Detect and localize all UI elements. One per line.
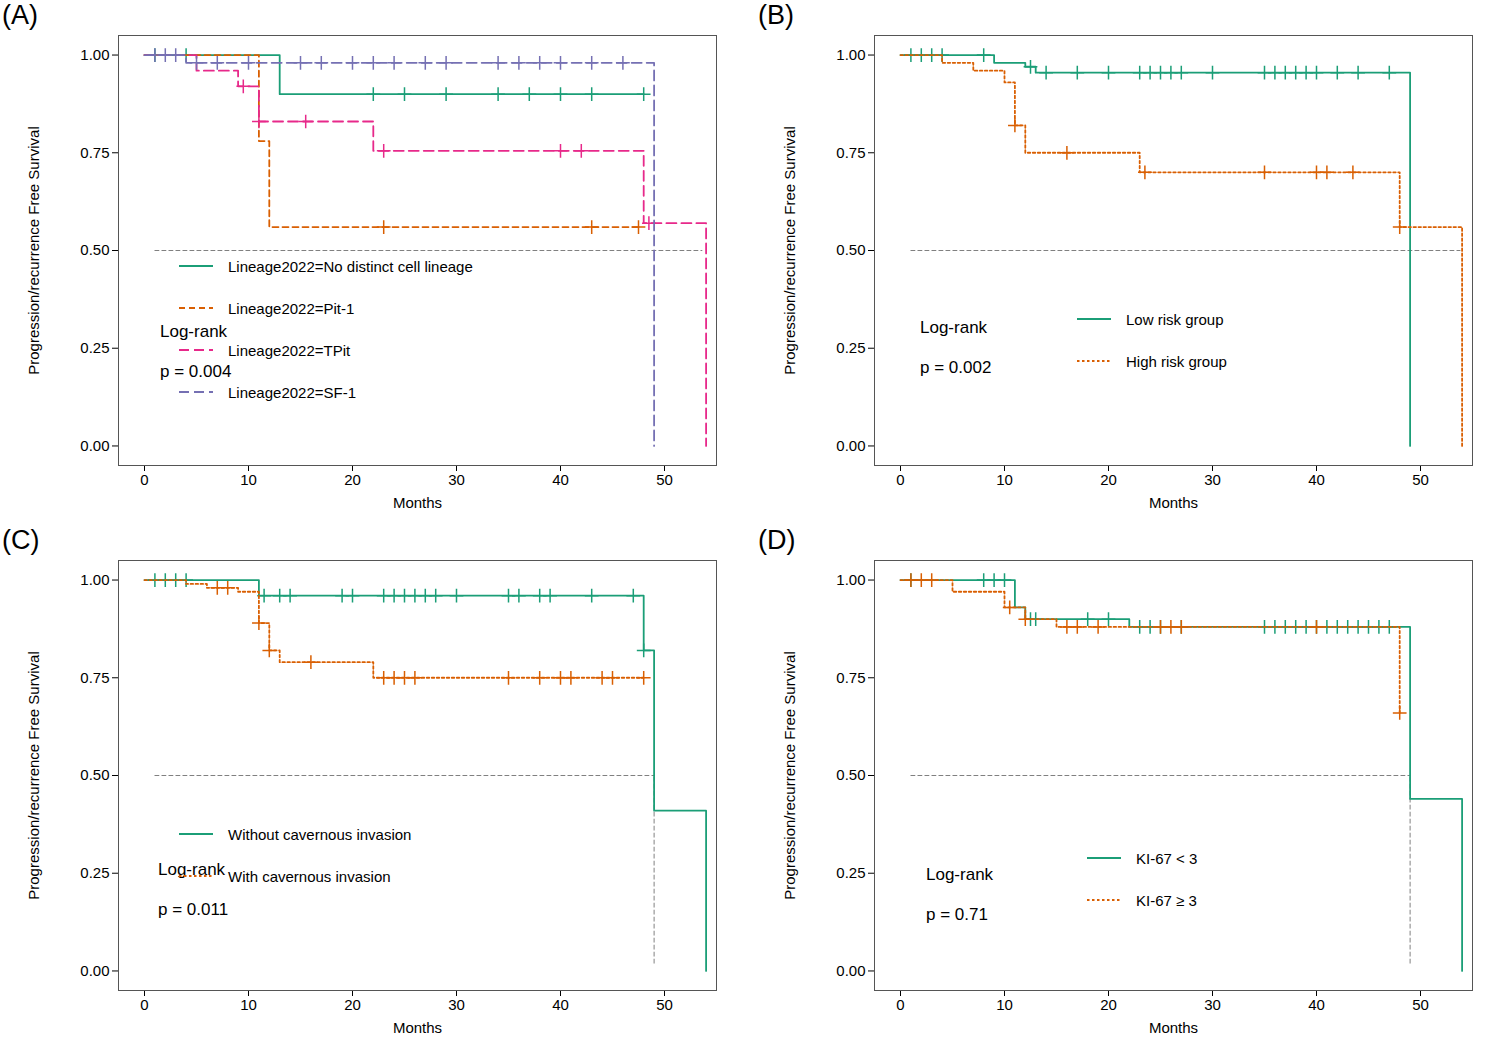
svg-text:40: 40 [552,471,569,488]
html-text:(A): (A) [2,0,38,30]
html-text:Log-rank: Log-rank [158,860,226,879]
svg-text:Months: Months [393,494,442,511]
html-text:Without cavernous invasion: Without cavernous invasion [228,825,412,843]
svg-text:50: 50 [656,996,673,1013]
svg-text:Progression/recurrence Free Su: Progression/recurrence Free Survival [781,126,798,374]
svg-text:Progression/recurrence Free Su: Progression/recurrence Free Survival [781,651,798,899]
svg-text:20: 20 [1100,996,1117,1013]
svg-text:20: 20 [344,471,361,488]
html-text:KI-67 < 3: KI-67 < 3 [1136,849,1198,867]
svg-text:0.75: 0.75 [836,144,865,161]
html-text:p = 0.011: p = 0.011 [158,900,229,919]
svg-text:0.75: 0.75 [836,669,865,686]
svg-text:20: 20 [344,996,361,1013]
svg-text:Progression/recurrence Free Su: Progression/recurrence Free Survival [25,651,42,899]
svg-text:50: 50 [656,471,673,488]
svg-text:10: 10 [996,996,1013,1013]
svg-text:1.00: 1.00 [836,46,865,63]
svg-text:0.75: 0.75 [80,144,109,161]
svg-text:0: 0 [140,996,148,1013]
html-text:KI-67 ≥ 3: KI-67 ≥ 3 [1136,891,1197,909]
html-text:Lineage2022=TPit: Lineage2022=TPit [228,341,351,359]
svg-text:0.50: 0.50 [80,241,109,258]
svg-text:1.00: 1.00 [836,571,865,588]
html-text:Log-rank: Log-rank [160,322,228,341]
html-text:p = 0.002: p = 0.002 [920,358,992,377]
svg-text:0.25: 0.25 [836,339,865,356]
svg-text:30: 30 [1204,996,1221,1013]
svg-text:0: 0 [140,471,148,488]
svg-text:0.00: 0.00 [80,962,109,979]
html-text:p = 0.004: p = 0.004 [160,362,232,381]
svg-text:0.25: 0.25 [80,339,109,356]
html-text:Lineage2022=Pit-1: Lineage2022=Pit-1 [228,299,355,317]
html-text:(C): (C) [2,525,40,555]
svg-text:0.75: 0.75 [80,669,109,686]
html-text:With cavernous invasion: With cavernous invasion [228,867,391,885]
svg-text:1.00: 1.00 [80,46,109,63]
svg-text:30: 30 [1204,471,1221,488]
html-text:High risk group: High risk group [1126,352,1227,370]
svg-text:0.25: 0.25 [836,864,865,881]
svg-text:0: 0 [896,471,904,488]
svg-text:0.00: 0.00 [80,437,109,454]
html-text:Lineage2022=No distinct cell l: Lineage2022=No distinct cell lineage [228,257,473,275]
svg-text:10: 10 [240,996,257,1013]
svg-text:0.50: 0.50 [836,241,865,258]
html-text:Low risk group: Low risk group [1126,310,1224,328]
svg-text:10: 10 [996,471,1013,488]
html-text:(D): (D) [758,525,796,555]
svg-text:50: 50 [1412,996,1429,1013]
svg-text:30: 30 [448,996,465,1013]
html-text:p = 0.71: p = 0.71 [926,905,988,924]
svg-text:0.50: 0.50 [836,766,865,783]
svg-text:50: 50 [1412,471,1429,488]
html-text:Log-rank: Log-rank [926,865,994,884]
svg-text:0.00: 0.00 [836,437,865,454]
svg-text:40: 40 [1308,471,1325,488]
svg-text:10: 10 [240,471,257,488]
svg-text:Months: Months [1149,1019,1198,1036]
svg-text:Months: Months [1149,494,1198,511]
svg-text:Months: Months [393,1019,442,1036]
svg-text:0.25: 0.25 [80,864,109,881]
svg-text:0.00: 0.00 [836,962,865,979]
svg-text:40: 40 [1308,996,1325,1013]
html-text:Lineage2022=SF-1: Lineage2022=SF-1 [228,383,356,401]
svg-text:40: 40 [552,996,569,1013]
html-text:(B): (B) [758,0,794,30]
svg-text:0.50: 0.50 [80,766,109,783]
svg-text:20: 20 [1100,471,1117,488]
svg-text:30: 30 [448,471,465,488]
svg-text:0: 0 [896,996,904,1013]
html-text:Log-rank: Log-rank [920,318,988,337]
svg-text:1.00: 1.00 [80,571,109,588]
svg-text:Progression/recurrence Free Su: Progression/recurrence Free Survival [25,126,42,374]
